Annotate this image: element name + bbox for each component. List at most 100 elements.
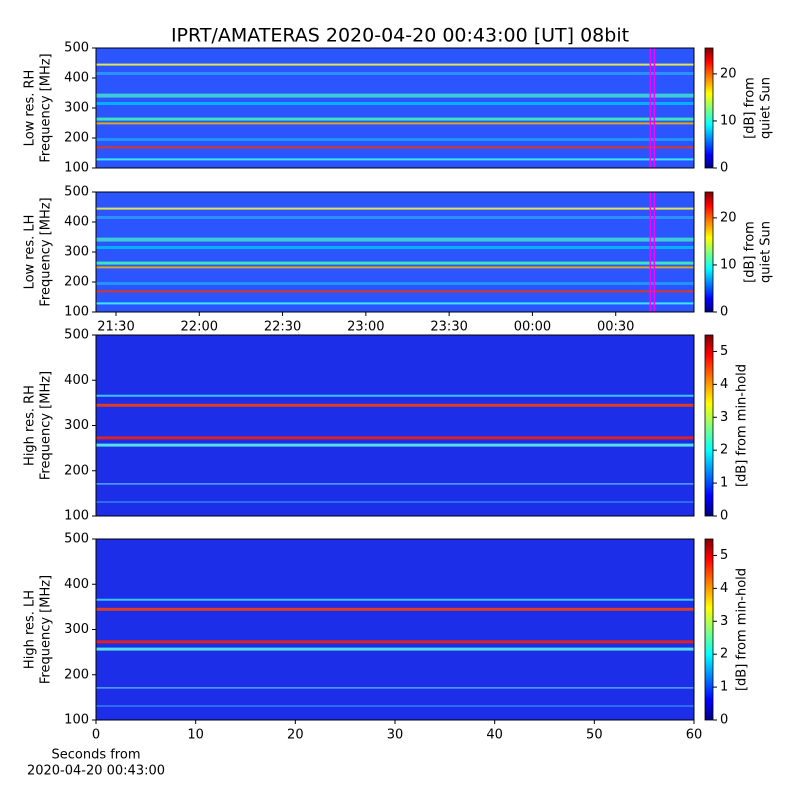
spectrogram-band: [96, 93, 694, 98]
y-axis-label: High res. RH: [23, 385, 38, 466]
colorbar-tick-label: 3: [720, 614, 728, 629]
x-axis-label: 2020-04-20 00:43:00: [27, 764, 165, 779]
colorbar-tick-label: 20: [720, 210, 737, 225]
y-tick-label: 100: [64, 305, 89, 320]
x-tick-label: 20: [287, 728, 304, 743]
colorbar-label: quiet Sun: [759, 77, 774, 139]
y-tick-label: 200: [64, 131, 89, 146]
y-axis-label: Low res. LH: [23, 215, 38, 290]
y-tick-label: 200: [64, 463, 89, 478]
y-tick-label: 500: [64, 328, 89, 343]
colorbar-tick-label: 2: [720, 443, 728, 458]
colorbar: [704, 334, 714, 517]
spectrogram-band: [96, 436, 694, 440]
spectrogram-band: [96, 102, 694, 105]
y-tick-label: 500: [64, 532, 89, 547]
x-tick-label: 21:30: [97, 320, 134, 335]
y-axis-label: Frequency [MHz]: [39, 197, 54, 306]
y-axis-label: High res. LH: [23, 590, 38, 669]
colorbar-tick-label: 5: [720, 548, 728, 563]
y-tick-label: 100: [64, 713, 89, 728]
x-tick-label: 50: [586, 728, 603, 743]
x-tick-label: 23:30: [430, 320, 467, 335]
spectrogram-band: [96, 261, 694, 265]
x-tick-label: 40: [486, 728, 503, 743]
y-tick-label: 200: [64, 667, 89, 682]
x-axis-label: Seconds from: [51, 748, 140, 763]
colorbar-tick-label: 3: [720, 410, 728, 425]
colorbar-tick-label: 1: [720, 476, 728, 491]
x-tick-label: 22:30: [264, 320, 301, 335]
spectrogram-band: [96, 647, 694, 651]
colorbar-tick-label: 0: [720, 161, 728, 176]
y-tick-label: 500: [64, 185, 89, 200]
y-tick-label: 200: [64, 275, 89, 290]
colorbar-tick-label: 5: [720, 344, 728, 359]
colorbar-tick-label: 1: [720, 680, 728, 695]
x-tick-label: 30: [387, 728, 404, 743]
spectrogram-band: [96, 282, 694, 285]
spectrogram-band: [96, 483, 694, 485]
x-tick-label: 00:00: [514, 320, 551, 335]
spectrogram-band: [96, 687, 694, 689]
spectrogram-band: [96, 640, 694, 644]
y-tick-label: 100: [64, 509, 89, 524]
spectrogram: [96, 192, 694, 312]
colorbar-label: quiet Sun: [759, 221, 774, 283]
y-tick-label: 400: [64, 71, 89, 86]
spectrogram-band: [96, 216, 694, 219]
spectrogram-band: [96, 403, 694, 407]
y-tick-label: 300: [64, 245, 89, 260]
y-axis-label: Frequency [MHz]: [39, 575, 54, 684]
x-tick-label: 0: [92, 728, 100, 743]
colorbar: [704, 538, 714, 721]
colorbar: [704, 191, 714, 313]
x-tick-label: 60: [686, 728, 703, 743]
colorbar-tick-label: 20: [720, 66, 737, 81]
y-axis-label: Low res. RH: [23, 70, 38, 147]
spectrogram-band: [96, 598, 694, 601]
spectrogram-band: [96, 72, 694, 75]
spectrogram: [96, 48, 694, 168]
colorbar-tick-label: 0: [720, 305, 728, 320]
spectrogram-band: [96, 607, 694, 611]
y-tick-label: 400: [64, 577, 89, 592]
colorbar-tick-label: 10: [720, 257, 737, 272]
colorbar-tick-label: 0: [720, 509, 728, 524]
y-tick-label: 300: [64, 101, 89, 116]
colorbar-label: [dB] from min-hold: [735, 568, 750, 691]
y-tick-label: 400: [64, 373, 89, 388]
spectrogram-band: [96, 302, 694, 305]
spectrogram-band: [96, 705, 694, 707]
colorbar-label: [dB] from: [743, 77, 758, 139]
spectrogram-band: [96, 138, 694, 141]
colorbar-tick-label: 2: [720, 647, 728, 662]
spectrogram-band: [96, 443, 694, 447]
spectrogram-band: [96, 63, 694, 66]
y-tick-label: 500: [64, 41, 89, 56]
y-axis-label: Frequency [MHz]: [39, 371, 54, 480]
colorbar-tick-label: 4: [720, 377, 728, 392]
x-tick-label: 10: [187, 728, 204, 743]
spectrogram-band: [96, 266, 694, 269]
y-tick-label: 400: [64, 215, 89, 230]
x-tick-label: 00:30: [597, 320, 634, 335]
spectrogram-band: [96, 246, 694, 249]
spectrogram-band: [96, 237, 694, 242]
spectrogram-band: [96, 146, 694, 149]
colorbar-label: [dB] from min-hold: [735, 364, 750, 487]
spectrogram-band: [96, 158, 694, 161]
spectrogram-band: [96, 207, 694, 210]
spectrogram-band: [96, 501, 694, 503]
spectrogram-band: [96, 394, 694, 397]
colorbar-label: [dB] from: [743, 221, 758, 283]
x-tick-label: 23:00: [347, 320, 384, 335]
x-tick-label: 22:00: [181, 320, 218, 335]
spectrogram: [96, 335, 694, 516]
spectrogram-band: [96, 117, 694, 121]
spectrogram-band: [96, 122, 694, 125]
spectrogram-band: [96, 290, 694, 293]
colorbar-tick-label: 4: [720, 581, 728, 596]
colorbar-tick-label: 10: [720, 113, 737, 128]
